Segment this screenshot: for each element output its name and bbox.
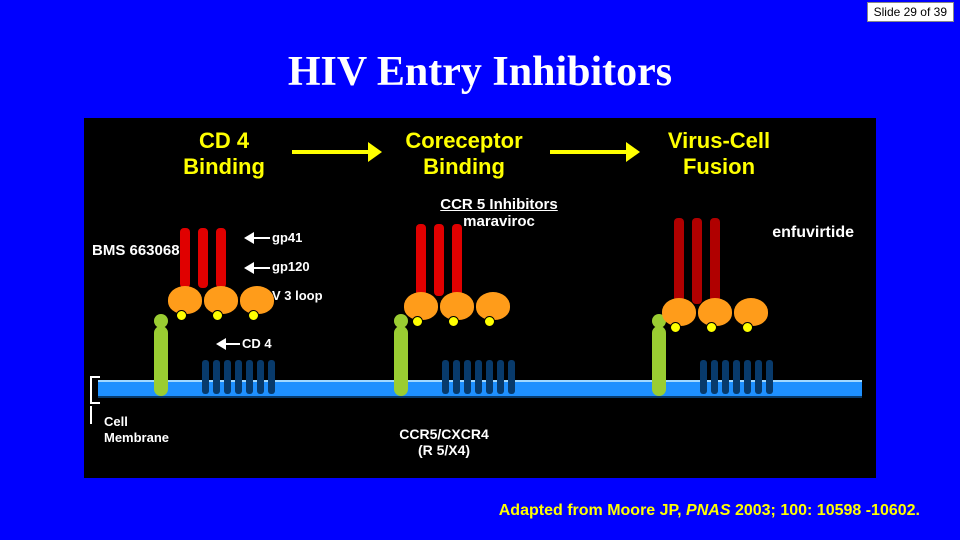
gp41-icon	[692, 218, 702, 304]
ccr5-line2: (R 5/X4)	[384, 442, 504, 458]
gp41-icon	[710, 218, 720, 304]
arrow-stage1-to-stage2	[292, 150, 372, 154]
cd4-receptor	[154, 326, 168, 396]
ccr5-line1: CCR5/CXCR4	[384, 426, 504, 442]
stage-text: CD 4	[154, 128, 294, 154]
complex-fusion	[640, 236, 790, 416]
citation: Adapted from Moore JP, PNAS 2003; 100: 1…	[499, 502, 920, 520]
gp120-icon	[734, 298, 768, 326]
membrane-bracket	[90, 376, 100, 404]
gp120-icon	[440, 292, 474, 320]
citation-lead: Adapted from Moore JP,	[499, 502, 686, 519]
v3-icon	[448, 316, 459, 327]
v3-icon	[670, 322, 681, 333]
gp41-icon	[198, 228, 208, 288]
v3-icon	[248, 310, 259, 321]
coreceptor	[700, 360, 774, 394]
stage-text: Virus-Cell	[644, 128, 794, 154]
coreceptor	[442, 360, 516, 394]
cell-membrane-label: Cell Membrane	[104, 414, 169, 445]
coreceptor	[202, 360, 276, 394]
ccr5-cxcr4-label: CCR5/CXCR4 (R 5/X4)	[384, 426, 504, 458]
stage-coreceptor-binding: Coreceptor Binding	[384, 128, 544, 180]
gp41-icon	[180, 228, 190, 288]
gp120-icon	[476, 292, 510, 320]
stage-text: Fusion	[644, 154, 794, 180]
gp120-icon	[240, 286, 274, 314]
v3-icon	[706, 322, 717, 333]
stage-virus-cell-fusion: Virus-Cell Fusion	[644, 128, 794, 180]
complex-cd4-binding	[142, 236, 292, 416]
gp120-icon	[168, 286, 202, 314]
citation-journal: PNAS	[686, 502, 735, 519]
gp120-icon	[698, 298, 732, 326]
complex-coreceptor-binding	[382, 236, 532, 416]
citation-tail: 2003; 100: 10598 -10602.	[735, 502, 920, 519]
gp120-icon	[404, 292, 438, 320]
arrow-stage2-to-stage3	[550, 150, 630, 154]
gp41-icon	[216, 228, 226, 288]
page-title: HIV Entry Inhibitors	[0, 48, 960, 96]
gp41-icon	[416, 224, 426, 296]
v3-icon	[412, 316, 423, 327]
slide-counter: Slide 29 of 39	[867, 2, 954, 22]
v3-icon	[484, 316, 495, 327]
ccr5-inhibitors-header: CCR 5 Inhibitors	[414, 196, 584, 213]
stage-text: Coreceptor	[384, 128, 544, 154]
gp41-icon	[452, 224, 462, 296]
diagram-panel: CD 4 Binding Coreceptor Binding Virus-Ce…	[84, 118, 876, 478]
v3-icon	[176, 310, 187, 321]
cd4-receptor	[652, 326, 666, 396]
cd4-receptor	[394, 326, 408, 396]
v3-icon	[212, 310, 223, 321]
stage-text: Binding	[154, 154, 294, 180]
v3-icon	[742, 322, 753, 333]
gp120-icon	[662, 298, 696, 326]
gp41-icon	[434, 224, 444, 296]
gp41-icon	[674, 218, 684, 304]
stage-text: Binding	[384, 154, 544, 180]
gp120-icon	[204, 286, 238, 314]
stage-cd4-binding: CD 4 Binding	[154, 128, 294, 180]
